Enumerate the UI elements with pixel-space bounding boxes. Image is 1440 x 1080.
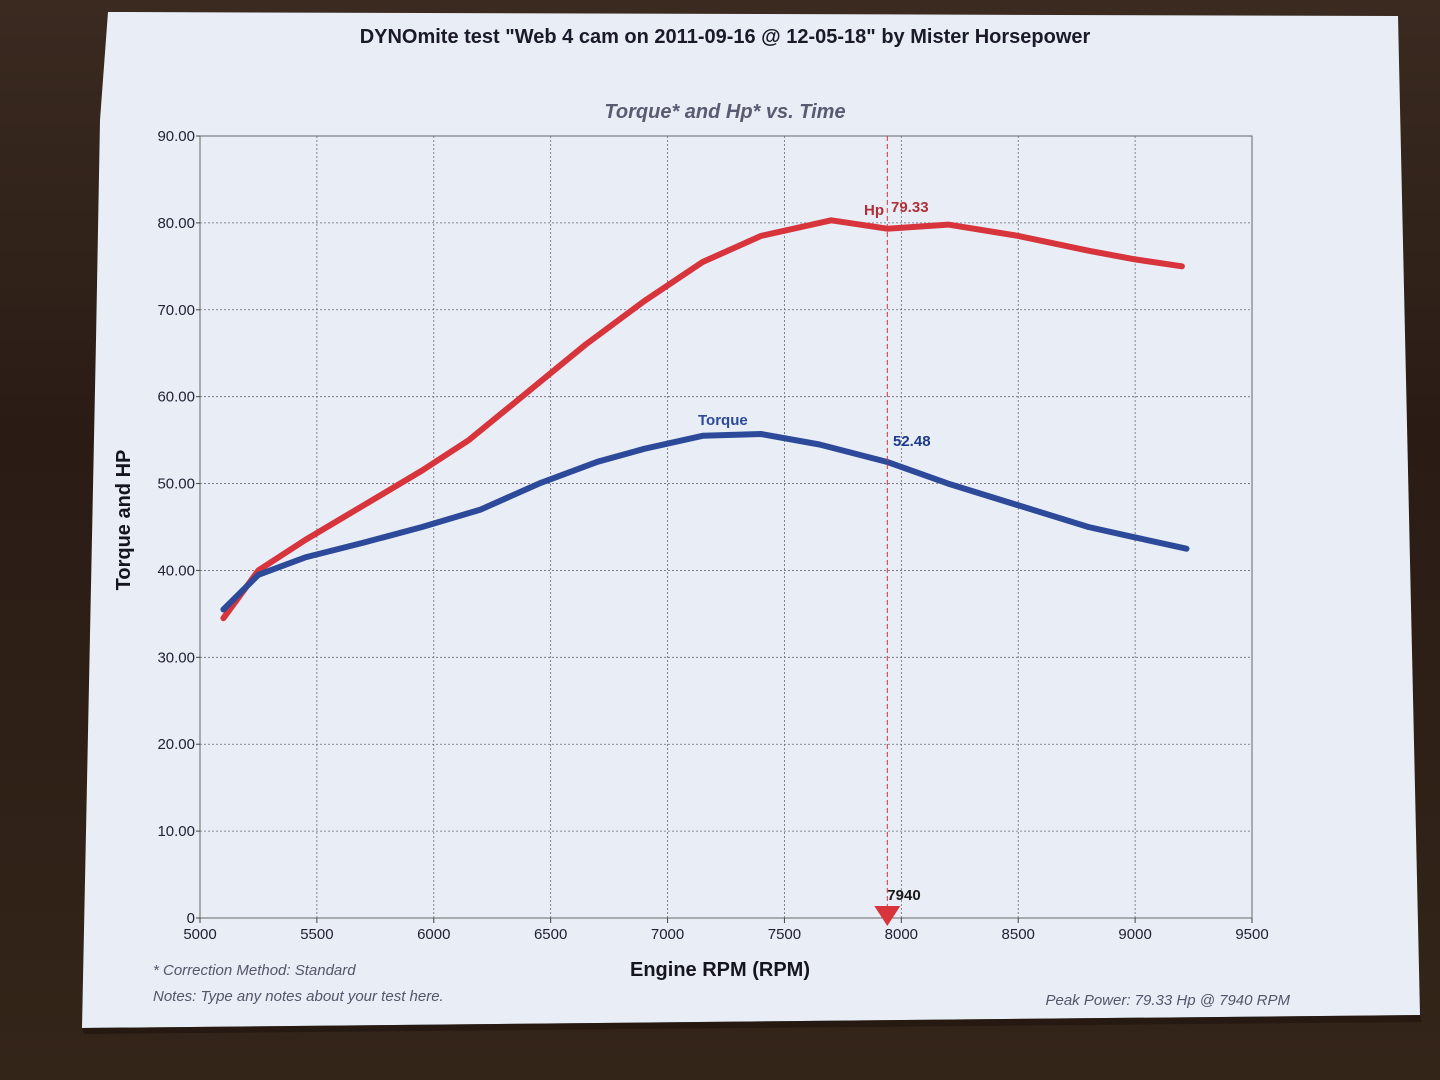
- x-tick-label: 6500: [534, 926, 567, 943]
- torque-series-label: Torque: [698, 412, 748, 429]
- x-tick-label: 8000: [885, 926, 918, 943]
- rpm-marker-triangle-icon: [874, 906, 901, 926]
- peak-power-text: Peak Power: 79.33 Hp @ 7940 RPM: [1045, 992, 1290, 1009]
- x-tick-label: 7500: [768, 926, 801, 943]
- y-tick-label: 0: [187, 910, 195, 927]
- paper-shadow: [82, 1015, 1422, 1034]
- y-tick-label: 50.00: [157, 476, 195, 493]
- y-tick-label: 70.00: [157, 302, 195, 319]
- x-tick-label: 9000: [1118, 926, 1151, 943]
- x-tick-label: 9500: [1235, 926, 1268, 943]
- y-axis-label: Torque and HP: [113, 450, 135, 591]
- x-tick-label: 7000: [651, 926, 684, 943]
- plot-border: [199, 135, 1253, 919]
- series-group: [220, 217, 1190, 622]
- series-line-torque: [220, 431, 1190, 613]
- hp-series-label: Hp: [864, 202, 884, 219]
- x-tick-label: 6000: [417, 926, 450, 943]
- x-tick-label: 8500: [1002, 926, 1035, 943]
- x-tick-label: 5000: [183, 926, 216, 943]
- rpm-marker-label: 7940: [887, 887, 920, 904]
- x-tick-label: 5500: [300, 926, 333, 943]
- chart-grid: [199, 135, 1253, 919]
- x-axis-label: Engine RPM (RPM): [630, 959, 810, 981]
- series-line-hp: [220, 217, 1185, 622]
- page-title: DYNOmite test "Web 4 cam on 2011-09-16 @…: [360, 26, 1091, 48]
- y-axis-ticks: 0 10.00 20.00 30.00 40.00 50.00 60.00 70.00 80.0…: [157, 128, 200, 927]
- notes-text: Notes: Type any notes about your test he…: [153, 988, 444, 1005]
- y-tick-label: 20.00: [157, 736, 195, 753]
- torque-marker-value: 52.48: [893, 433, 931, 450]
- y-tick-label: 80.00: [157, 215, 195, 232]
- y-tick-label: 40.00: [157, 562, 195, 579]
- x-axis-ticks: 5000 5500 6000 6500 7000 7500 8000 8500 9000 9500: [183, 918, 1269, 943]
- y-tick-label: 90.00: [157, 128, 195, 145]
- hp-peak-value: 79.33: [891, 199, 929, 216]
- y-tick-label: 60.00: [157, 389, 195, 406]
- y-tick-label: 30.00: [157, 649, 195, 666]
- y-tick-label: 10.00: [157, 823, 195, 840]
- chart-title: Torque* and Hp* vs. Time: [604, 101, 845, 123]
- paper-sheet: [82, 12, 1420, 1028]
- correction-note: * Correction Method: Standard: [153, 962, 356, 979]
